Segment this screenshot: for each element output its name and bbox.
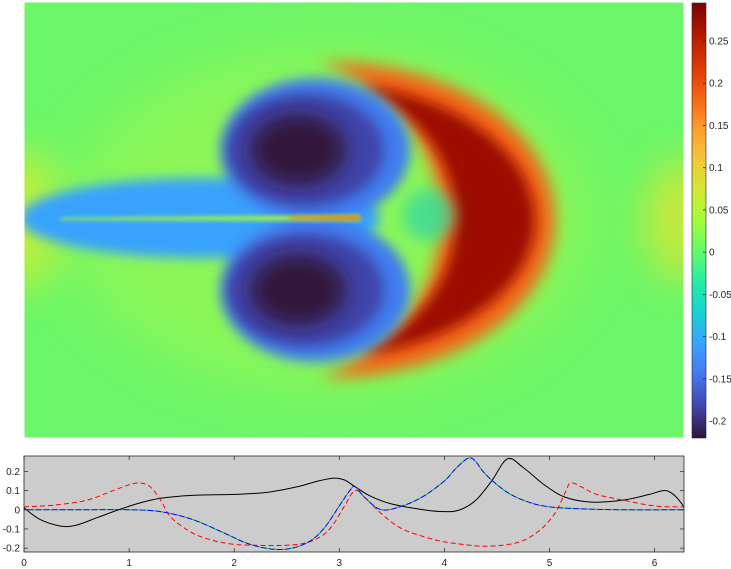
colorbar-tick-label: 0.25 xyxy=(709,37,729,48)
line-plot-background xyxy=(24,456,684,552)
line-panel: 0 1 2 3 4 5 6 -0.2 -0.1 0 0.1 0.2 xyxy=(3,455,685,569)
x-tick-label: 4 xyxy=(442,558,448,569)
colorbar-ticks: -0.2 -0.15 -0.1 -0.05 0 0.05 0.1 0.15 0.2 0.25 xyxy=(703,37,731,428)
x-tick-label: 1 xyxy=(126,558,132,569)
y-tick-label: -0.2 xyxy=(3,544,21,555)
colorbar-tick-label: 0 xyxy=(709,248,715,259)
heatmap-crescent-outer xyxy=(320,62,555,378)
heatmap-center-hotspot xyxy=(290,216,360,220)
colorbar-gradient xyxy=(691,2,707,439)
colorbar-tick-label: 0.15 xyxy=(709,121,729,132)
line-axis-ticks: 0 1 2 3 4 5 6 -0.2 -0.1 0 0.1 0.2 xyxy=(3,456,684,569)
heatmap-panel xyxy=(23,1,685,439)
x-tick-label: 0 xyxy=(21,558,27,569)
y-tick-label: 0.2 xyxy=(6,467,20,478)
colorbar-tick-label: 0.1 xyxy=(709,163,723,174)
heatmap-crescent-inner xyxy=(360,85,535,355)
line-series-2 xyxy=(24,482,684,547)
x-tick-label: 3 xyxy=(337,558,343,569)
y-tick-label: -0.1 xyxy=(3,524,21,535)
colorbar-tick-label: 0.2 xyxy=(709,79,723,90)
colorbar: -0.2 -0.15 -0.1 -0.05 0 0.05 0.1 0.15 0.2 0.25 xyxy=(691,2,731,439)
y-tick-label: 0.1 xyxy=(6,486,20,497)
x-tick-label: 2 xyxy=(231,558,237,569)
colorbar-tick-label: -0.2 xyxy=(709,417,727,428)
line-series-4 xyxy=(24,457,684,551)
heatmap-lobe-bottom-core xyxy=(250,254,346,326)
colorbar-tick-label: -0.15 xyxy=(709,374,731,385)
heatmap-center-spot xyxy=(402,189,454,241)
line-series-1 xyxy=(24,457,684,528)
heatmap-lobe-top-core xyxy=(250,114,346,186)
line-plot-frame xyxy=(23,455,685,553)
colorbar-tick-label: -0.1 xyxy=(709,332,727,343)
y-tick-label: 0 xyxy=(14,505,20,516)
colorbar-tick-label: -0.05 xyxy=(709,290,731,301)
heatmap-frame xyxy=(23,1,685,439)
x-tick-label: 5 xyxy=(547,558,553,569)
line-series-group xyxy=(24,457,684,551)
heatmap-center-streak xyxy=(60,215,360,221)
colorbar-tick-label: 0.05 xyxy=(709,205,729,216)
x-tick-label: 6 xyxy=(652,558,658,569)
heatmap-right-glow xyxy=(644,160,684,280)
